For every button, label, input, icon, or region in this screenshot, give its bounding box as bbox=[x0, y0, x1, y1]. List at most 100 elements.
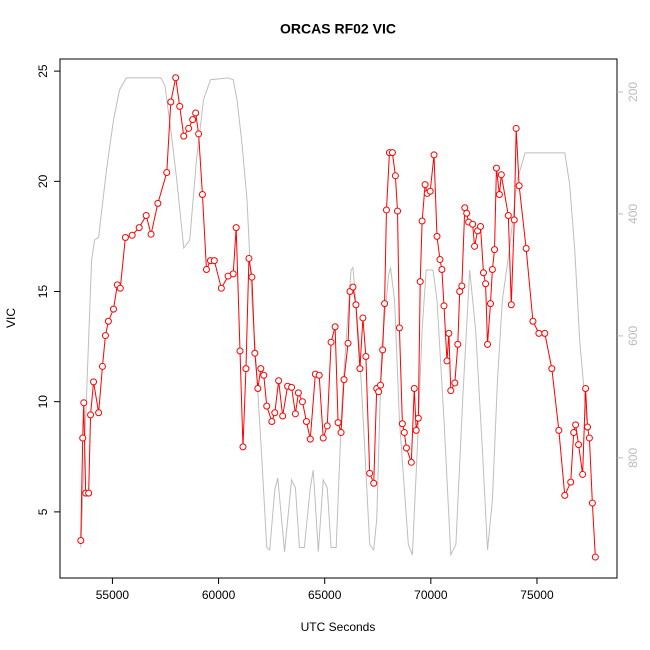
data-point bbox=[479, 269, 487, 277]
data-point bbox=[582, 384, 590, 392]
data-point bbox=[302, 418, 310, 426]
data-point bbox=[356, 365, 364, 373]
data-point bbox=[585, 434, 593, 442]
data-point bbox=[433, 232, 441, 240]
data-point bbox=[418, 217, 426, 225]
plot-frame bbox=[59, 58, 618, 579]
data-point bbox=[510, 216, 518, 224]
data-point bbox=[327, 338, 335, 346]
data-point bbox=[121, 234, 129, 242]
data-point bbox=[154, 199, 162, 207]
data-point bbox=[426, 187, 434, 195]
data-point bbox=[394, 207, 402, 215]
y-axis-label: VIC bbox=[4, 308, 18, 328]
data-point bbox=[555, 426, 563, 434]
data-point bbox=[522, 245, 530, 253]
data-point bbox=[334, 419, 342, 427]
data-point bbox=[116, 284, 124, 292]
data-point bbox=[445, 329, 453, 337]
data-point bbox=[421, 181, 429, 189]
data-point bbox=[548, 365, 556, 373]
data-point bbox=[90, 378, 98, 386]
x-axis-label: UTC Seconds bbox=[301, 620, 376, 634]
y2-tick-label: 800 bbox=[626, 448, 640, 468]
data-point bbox=[331, 323, 339, 331]
data-point bbox=[416, 278, 424, 286]
data-line bbox=[80, 77, 596, 558]
data-point bbox=[463, 209, 471, 217]
y-tick-label: 25 bbox=[36, 64, 50, 78]
x-tick-label: 70000 bbox=[414, 588, 448, 602]
data-point bbox=[340, 376, 348, 384]
data-point bbox=[251, 349, 259, 357]
data-point bbox=[488, 265, 496, 273]
data-point bbox=[135, 224, 143, 232]
data-point bbox=[279, 412, 287, 420]
data-point bbox=[128, 231, 136, 239]
data-point bbox=[319, 434, 327, 442]
data-point bbox=[167, 98, 175, 106]
data-point bbox=[349, 283, 357, 291]
data-point bbox=[291, 410, 299, 418]
data-point bbox=[471, 242, 479, 250]
data-point bbox=[497, 171, 505, 179]
data-point bbox=[87, 411, 95, 419]
data-point bbox=[189, 116, 197, 124]
data-point bbox=[504, 211, 512, 219]
data-point bbox=[232, 224, 240, 232]
data-point bbox=[77, 537, 85, 545]
data-point bbox=[147, 230, 155, 238]
data-point bbox=[80, 399, 88, 407]
data-point bbox=[507, 301, 515, 309]
data-point bbox=[98, 362, 106, 370]
data-point bbox=[236, 347, 244, 355]
data-point bbox=[591, 553, 599, 561]
y-tick-label: 5 bbox=[36, 508, 50, 515]
data-point bbox=[515, 182, 523, 190]
data-point bbox=[438, 265, 446, 273]
data-point bbox=[242, 365, 250, 373]
data-point bbox=[176, 102, 184, 110]
data-point bbox=[101, 332, 109, 340]
data-point bbox=[482, 280, 490, 288]
data-point bbox=[572, 421, 580, 429]
data-point bbox=[388, 149, 396, 157]
data-point bbox=[375, 388, 383, 396]
data-point bbox=[436, 256, 444, 264]
data-point bbox=[512, 124, 520, 132]
data-point bbox=[85, 489, 93, 497]
data-point bbox=[172, 74, 180, 82]
data-point bbox=[337, 429, 345, 437]
data-point bbox=[198, 191, 206, 199]
x-tick-label: 75000 bbox=[520, 588, 554, 602]
data-point bbox=[271, 409, 279, 417]
data-point bbox=[412, 426, 420, 434]
data-point bbox=[579, 470, 587, 478]
data-point bbox=[529, 317, 537, 325]
data-point bbox=[192, 109, 200, 117]
data-point bbox=[541, 329, 549, 337]
data-point bbox=[263, 402, 271, 410]
data-point bbox=[588, 499, 596, 507]
data-point bbox=[440, 302, 448, 310]
data-point bbox=[275, 377, 283, 385]
data-point bbox=[260, 371, 268, 379]
data-point bbox=[95, 409, 103, 417]
data-point bbox=[583, 423, 591, 431]
data-point bbox=[202, 265, 210, 273]
data-point bbox=[294, 389, 302, 397]
data-point bbox=[469, 220, 477, 228]
data-point bbox=[379, 346, 387, 354]
data-point bbox=[492, 164, 500, 172]
data-point bbox=[484, 340, 492, 348]
data-point bbox=[567, 478, 575, 486]
y2-tick-label: 600 bbox=[626, 326, 640, 346]
data-point bbox=[451, 379, 459, 387]
data-point bbox=[414, 414, 422, 422]
data-point bbox=[239, 443, 247, 451]
data-point bbox=[217, 284, 225, 292]
data-point bbox=[407, 458, 415, 466]
data-point bbox=[245, 254, 253, 262]
data-point bbox=[315, 371, 323, 379]
y-tick-label: 20 bbox=[36, 174, 50, 188]
